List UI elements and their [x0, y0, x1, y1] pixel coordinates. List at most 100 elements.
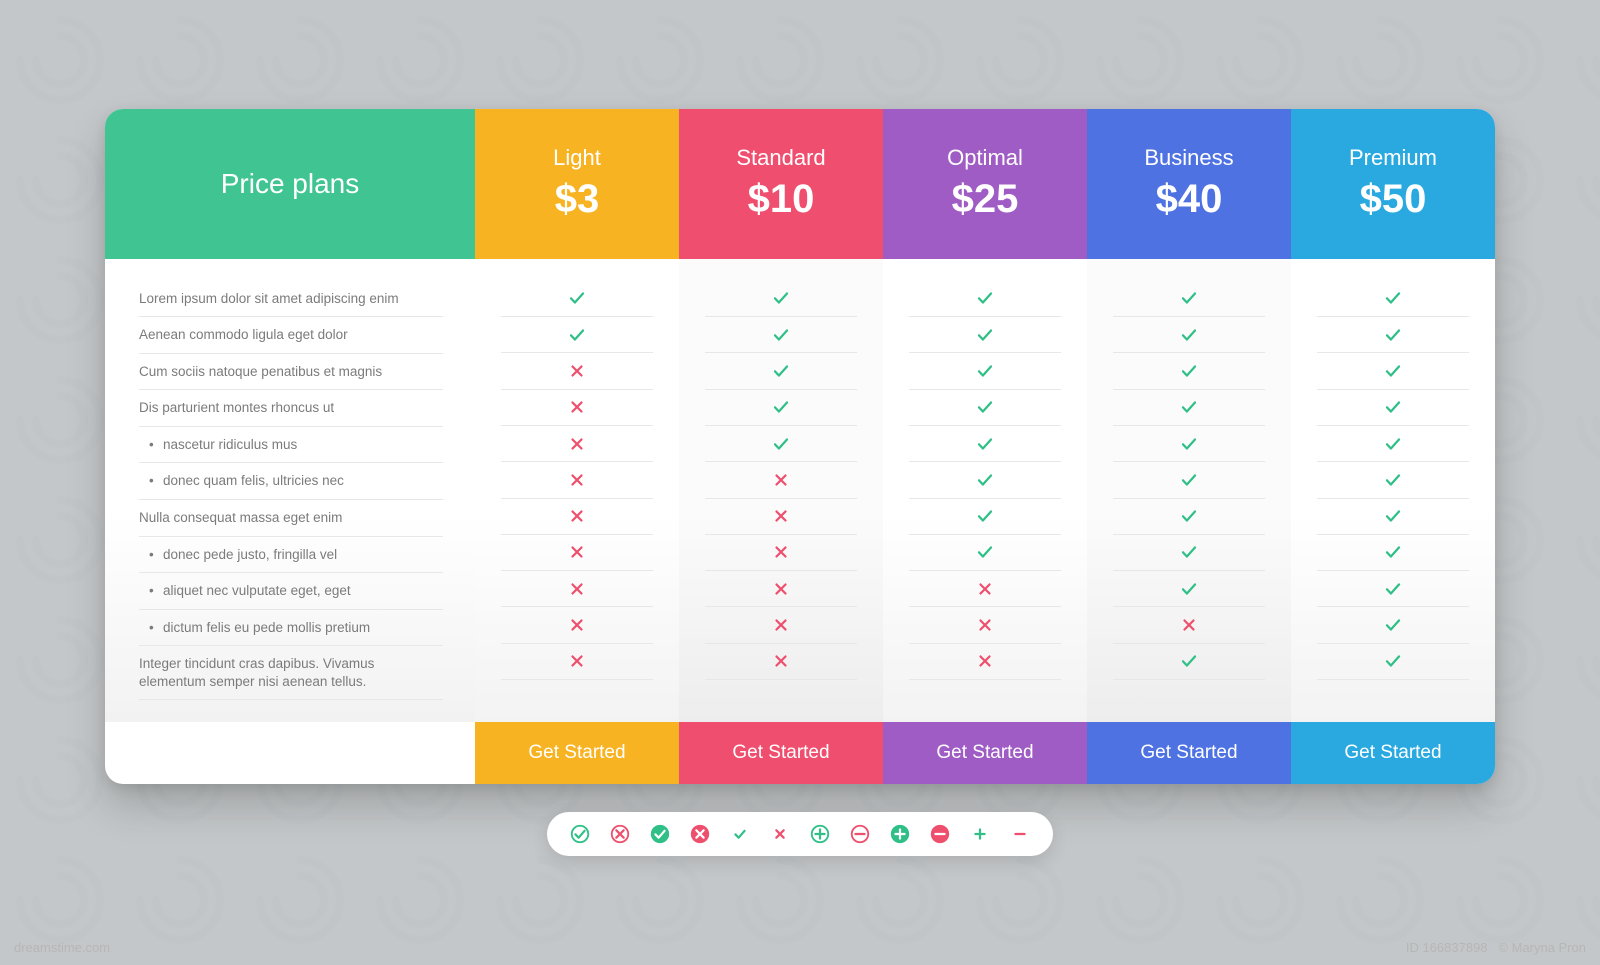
cross-solid-circle-red-icon — [689, 823, 711, 845]
get-started-button[interactable]: Get Started — [475, 722, 679, 784]
feature-mark-cell — [1113, 607, 1265, 643]
feature-mark-cell — [705, 353, 857, 389]
cross-icon — [568, 507, 586, 525]
feature-mark-cell — [909, 535, 1061, 571]
feature-mark-cell — [501, 571, 653, 607]
cross-icon — [772, 543, 790, 561]
feature-mark-cell — [705, 644, 857, 680]
minus-outline-circle-red-icon — [849, 823, 871, 845]
plus-plain-green-icon — [969, 823, 991, 845]
feature-row: nascetur ridiculus mus — [139, 427, 443, 464]
check-icon — [1180, 652, 1198, 670]
feature-mark-cell — [501, 462, 653, 498]
features-footer-spacer — [105, 722, 475, 784]
pricing-title: Price plans — [221, 168, 360, 200]
plan-column: Standard$10Get Started — [679, 109, 883, 785]
plan-body — [883, 259, 1087, 723]
feature-mark-cell — [1317, 535, 1469, 571]
check-outline-circle-green-icon — [569, 823, 591, 845]
plan-price: $25 — [952, 177, 1019, 222]
plan-column: Light $3 Get Started — [475, 109, 679, 785]
get-started-button[interactable]: Get Started — [1291, 722, 1495, 784]
check-solid-circle-green-icon — [649, 823, 671, 845]
feature-row: Dis parturient montes rhoncus ut — [139, 390, 443, 427]
check-icon — [976, 398, 994, 416]
feature-mark-cell — [909, 644, 1061, 680]
check-icon — [568, 326, 586, 344]
feature-mark-cell — [1317, 462, 1469, 498]
features-column: Price plans Lorem ipsum dolor sit amet a… — [105, 109, 475, 785]
check-icon — [1180, 543, 1198, 561]
plan-name: Light — [553, 145, 601, 171]
plan-price: $50 — [1360, 177, 1427, 222]
feature-mark-cell — [1317, 644, 1469, 680]
plus-solid-circle-green-icon — [889, 823, 911, 845]
get-started-button[interactable]: Get Started — [1087, 722, 1291, 784]
check-icon — [976, 507, 994, 525]
feature-mark-cell — [501, 353, 653, 389]
feature-mark-cell — [1113, 499, 1265, 535]
plan-price: $3 — [555, 177, 600, 222]
feature-mark-cell — [1317, 607, 1469, 643]
feature-mark-cell — [705, 535, 857, 571]
feature-mark-cell — [909, 317, 1061, 353]
feature-row: Aenean commodo ligula eget dolor — [139, 317, 443, 354]
minus-solid-circle-red-icon — [929, 823, 951, 845]
get-started-button[interactable]: Get Started — [883, 722, 1087, 784]
check-icon — [772, 435, 790, 453]
cross-icon — [772, 616, 790, 634]
feature-mark-cell — [1113, 462, 1265, 498]
feature-mark-cell — [1317, 390, 1469, 426]
check-icon — [1384, 398, 1402, 416]
check-icon — [1384, 543, 1402, 561]
feature-mark-cell — [1317, 426, 1469, 462]
cross-icon — [772, 471, 790, 489]
feature-mark-cell — [501, 607, 653, 643]
check-icon — [1384, 362, 1402, 380]
check-icon — [976, 289, 994, 307]
feature-row: aliquet nec vulputate eget, eget — [139, 573, 443, 610]
feature-mark-cell — [705, 281, 857, 317]
check-icon — [772, 398, 790, 416]
plan-header: Business $40 — [1087, 109, 1291, 259]
plan-price: $10 — [748, 177, 815, 222]
feature-mark-cell — [501, 390, 653, 426]
check-icon — [976, 362, 994, 380]
cross-icon — [568, 398, 586, 416]
feature-mark-cell — [1113, 353, 1265, 389]
get-started-button[interactable]: Get Started — [679, 722, 883, 784]
cross-icon — [568, 471, 586, 489]
feature-mark-cell — [705, 426, 857, 462]
features-list: Lorem ipsum dolor sit amet adipiscing en… — [105, 259, 475, 723]
cross-icon — [976, 652, 994, 670]
cross-icon — [568, 652, 586, 670]
check-icon — [1180, 507, 1198, 525]
check-icon — [1384, 471, 1402, 489]
feature-mark-cell — [705, 317, 857, 353]
feature-mark-cell — [501, 499, 653, 535]
feature-mark-cell — [909, 499, 1061, 535]
feature-mark-cell — [1113, 281, 1265, 317]
check-icon — [1180, 435, 1198, 453]
cross-plain-red-icon — [769, 823, 791, 845]
check-icon — [1384, 616, 1402, 634]
pricing-title-header: Price plans — [105, 109, 475, 259]
icon-legend-pill — [547, 812, 1053, 856]
feature-row: Nulla consequat massa eget enim — [139, 500, 443, 537]
plan-column: Business $40 Get Started — [1087, 109, 1291, 785]
feature-mark-cell — [501, 535, 653, 571]
cross-icon — [568, 362, 586, 380]
cross-icon — [772, 507, 790, 525]
plan-name: Business — [1144, 145, 1233, 171]
plan-price: $40 — [1156, 177, 1223, 222]
feature-mark-cell — [1317, 571, 1469, 607]
watermark-id-author: ID 166837898 © Maryna Pron — [1406, 940, 1586, 955]
check-icon — [1180, 471, 1198, 489]
cross-icon — [568, 616, 586, 634]
plan-body — [475, 259, 679, 723]
check-icon — [976, 471, 994, 489]
plan-header: Premium$50 — [1291, 109, 1495, 259]
feature-mark-cell — [909, 390, 1061, 426]
check-icon — [1180, 362, 1198, 380]
plan-body — [679, 259, 883, 723]
